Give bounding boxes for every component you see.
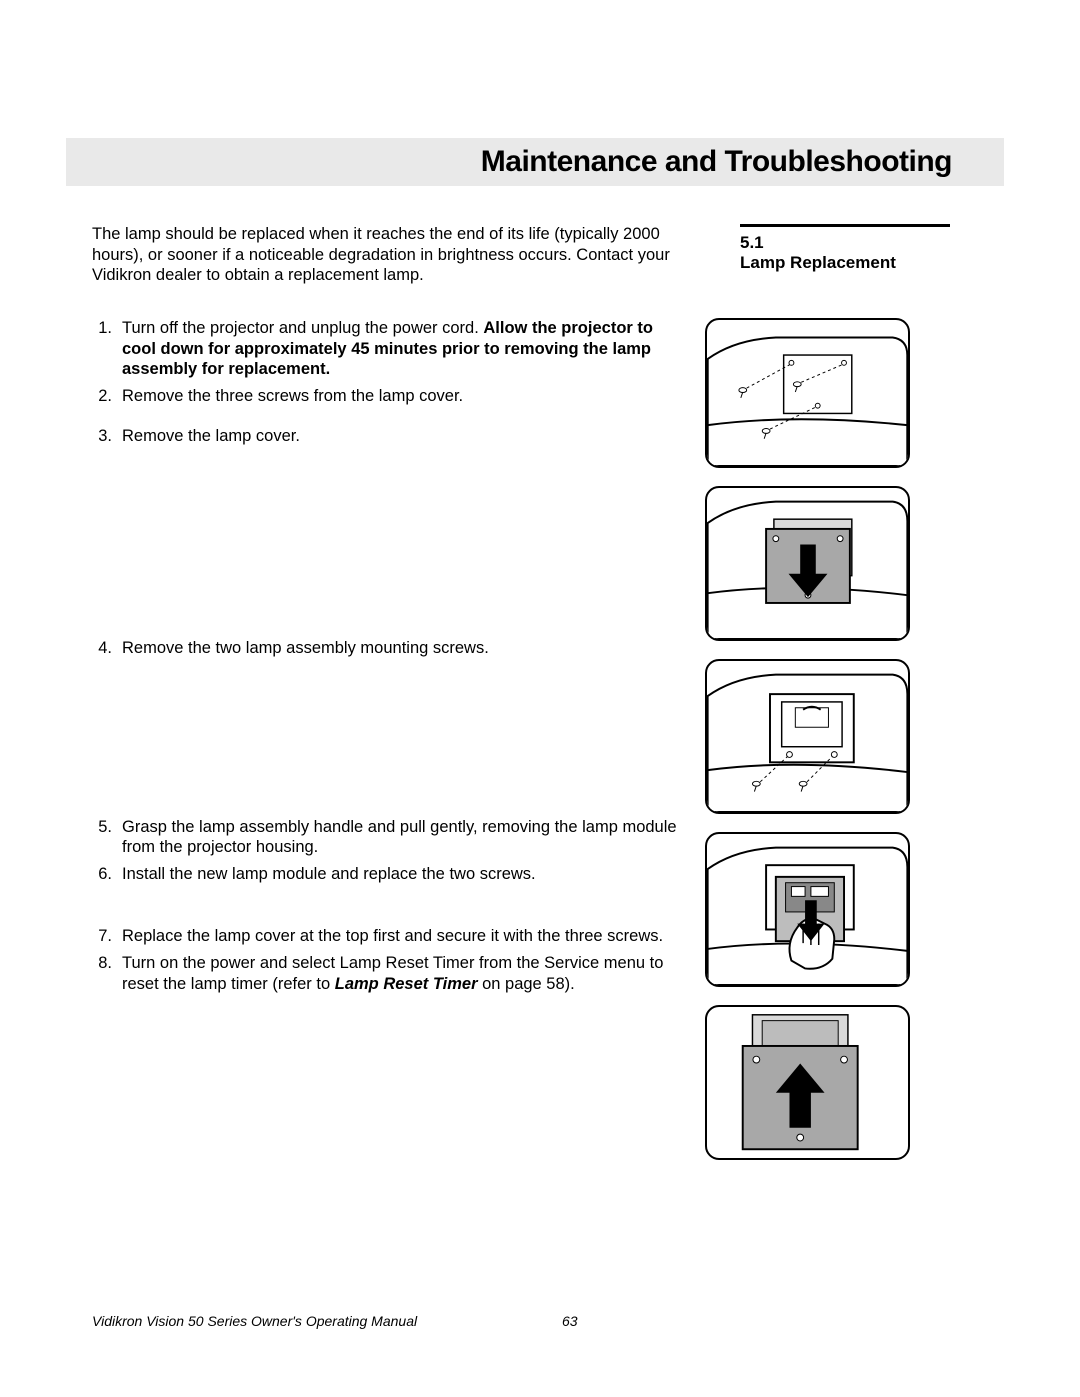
step-text: Install the new lamp module and replace … [122,864,687,885]
figure-replace-lamp-cover [705,1005,910,1160]
step-3: 3. Remove the lamp cover. [92,426,687,447]
step-text: Remove the lamp cover. [122,426,687,447]
page-footer: Vidikron Vision 50 Series Owner's Operat… [92,1313,950,1329]
step-5: 5. Grasp the lamp assembly handle and pu… [92,817,687,858]
step-8-post: on page 58). [478,975,575,993]
figure-mounting-screws [705,659,910,814]
footer-page-number: 63 [562,1313,578,1329]
step-text: Remove the three screws from the lamp co… [122,386,687,407]
step-1-pre: Turn off the projector and unplug the po… [122,319,483,337]
steps-column: 1. Turn off the projector and unplug the… [92,318,687,1178]
step-number: 5. [92,817,122,858]
step-7: 7. Replace the lamp cover at the top fir… [92,926,687,947]
step-8: 8. Turn on the power and select Lamp Res… [92,953,687,994]
step-text: Turn off the projector and unplug the po… [122,318,687,380]
figure-pull-lamp-module [705,832,910,987]
step-text: Replace the lamp cover at the top first … [122,926,687,947]
intro-row: The lamp should be replaced when it reac… [92,224,950,286]
step-text: Grasp the lamp assembly handle and pull … [122,817,687,858]
step-text: Turn on the power and select Lamp Reset … [122,953,687,994]
step-8-ref: Lamp Reset Timer [335,975,478,993]
manual-page: Maintenance and Troubleshooting The lamp… [0,0,1080,1397]
step-number: 6. [92,864,122,885]
section-sidebar: 5.1 Lamp Replacement [740,224,950,286]
step-number: 4. [92,638,122,659]
chapter-title: Maintenance and Troubleshooting [481,145,952,179]
footer-doc-title: Vidikron Vision 50 Series Owner's Operat… [92,1313,417,1329]
section-title: Lamp Replacement [740,253,950,273]
step-6: 6. Install the new lamp module and repla… [92,864,687,885]
sidebar-rule [740,224,950,227]
step-number: 8. [92,953,122,994]
step-1: 1. Turn off the projector and unplug the… [92,318,687,380]
step-text: Remove the two lamp assembly mounting sc… [122,638,687,659]
step-2: 2. Remove the three screws from the lamp… [92,386,687,407]
chapter-bar: Maintenance and Troubleshooting [66,138,1004,186]
step-number: 1. [92,318,122,380]
step-number: 3. [92,426,122,447]
figures-column [705,318,910,1178]
step-number: 2. [92,386,122,407]
intro-paragraph: The lamp should be replaced when it reac… [92,224,700,286]
steps-block: 1. Turn off the projector and unplug the… [92,318,950,1178]
figure-lamp-cover-screws [705,318,910,468]
section-number: 5.1 [740,233,950,253]
step-number: 7. [92,926,122,947]
step-4: 4. Remove the two lamp assembly mounting… [92,638,687,659]
figure-remove-lamp-cover [705,486,910,641]
